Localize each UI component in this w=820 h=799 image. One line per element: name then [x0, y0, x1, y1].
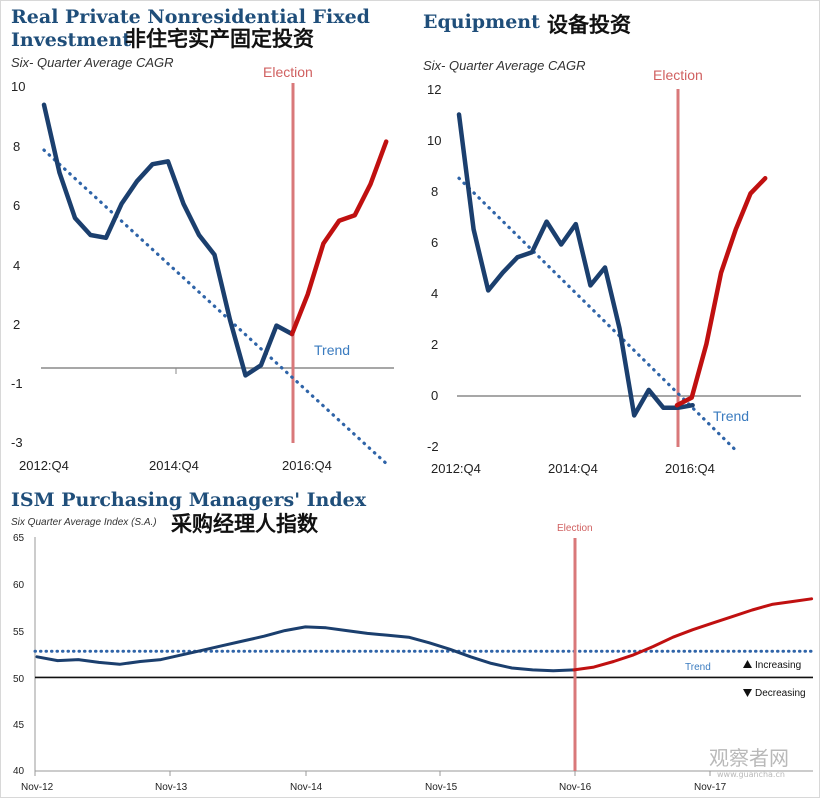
equip-xtick: 2014:Q4 — [548, 461, 598, 476]
equip-xtick: 2012:Q4 — [431, 461, 481, 476]
nonres-ytick: 10 — [11, 79, 25, 94]
equip-title-cn: 设备投资 — [547, 13, 631, 37]
watermark-cn: 观察者网 — [709, 746, 789, 770]
equip-ytick: 0 — [431, 388, 438, 403]
equip-title: Equipment — [423, 11, 540, 33]
ism-legend-increasing: Increasing — [755, 660, 801, 671]
equip-ytick: 12 — [427, 82, 441, 97]
chart-equipment: Equipment 设备投资 Six- Quarter Average CAGR… — [423, 11, 801, 476]
equip-ytick: 6 — [431, 235, 438, 250]
ism-legend-decreasing: Decreasing — [755, 688, 806, 699]
equip-trend-label: Trend — [713, 408, 749, 424]
ism-ytick: 45 — [13, 720, 25, 731]
equip-ytick: 2 — [431, 337, 438, 352]
equip-ytick: 8 — [431, 184, 438, 199]
equip-trend-line — [457, 176, 736, 451]
nonres-ytick: 4 — [13, 258, 20, 273]
nonres-ytick: 6 — [13, 198, 20, 213]
equip-subtitle: Six- Quarter Average CAGR — [423, 58, 586, 73]
nonres-actual-line — [41, 102, 295, 378]
ism-trend-label: Trend — [685, 662, 711, 673]
nonres-title-line1: Real Private Nonresidential Fixed — [11, 6, 370, 28]
watermark: 观察者网 www.guancha.cn — [709, 746, 789, 779]
nonres-ytick: -1 — [11, 376, 23, 391]
triangle-up-icon — [743, 660, 752, 668]
equip-xtick: 2016:Q4 — [665, 461, 715, 476]
ism-title: ISM Purchasing Managers' Index — [11, 489, 367, 511]
ism-xtick: Nov-12 — [21, 782, 54, 793]
nonres-ytick: 2 — [13, 317, 20, 332]
ism-xtick: Nov-13 — [155, 782, 188, 793]
nonres-title-cn: 非住宅实产固定投资 — [125, 27, 314, 51]
nonres-ytick: 8 — [13, 139, 20, 154]
ism-ytick: 40 — [13, 766, 25, 777]
watermark-url: www.guancha.cn — [717, 770, 785, 779]
nonres-post-election-line — [289, 139, 389, 337]
ism-title-cn: 采购经理人指数 — [171, 512, 319, 536]
equip-ytick: 4 — [431, 286, 438, 301]
nonres-ytick: -3 — [11, 435, 23, 450]
nonres-trend-label: Trend — [314, 342, 350, 358]
nonres-xtick: 2012:Q4 — [19, 458, 69, 473]
nonres-title-line2: Investment — [11, 29, 131, 51]
nonres-xtick: 2014:Q4 — [149, 458, 199, 473]
ism-ytick: 60 — [13, 580, 25, 591]
ism-subtitle: Six Quarter Average Index (S.A.) — [11, 517, 157, 528]
ism-ytick: 50 — [13, 674, 25, 685]
chart-nonres: Real Private Nonresidential Fixed Invest… — [11, 6, 394, 473]
ism-ytick: 65 — [13, 533, 25, 544]
equip-post-election-line — [674, 176, 768, 408]
triangle-down-icon — [743, 689, 752, 697]
equip-ytick: 10 — [427, 133, 441, 148]
nonres-xtick: 2016:Q4 — [282, 458, 332, 473]
nonres-trend-line — [42, 148, 389, 466]
equip-election-label: Election — [653, 67, 703, 83]
ism-xtick: Nov-14 — [290, 782, 323, 793]
nonres-election-label: Election — [263, 64, 313, 80]
ism-xtick: Nov-17 — [694, 782, 727, 793]
ism-post-election-line — [572, 597, 814, 672]
ism-election-label: Election — [557, 523, 593, 534]
ism-actual-line — [35, 625, 576, 673]
chart-ism: ISM Purchasing Managers' Index Six Quart… — [11, 489, 815, 793]
equip-actual-line — [456, 112, 695, 418]
ism-xtick: Nov-16 — [559, 782, 592, 793]
ism-xtick: Nov-15 — [425, 782, 458, 793]
equip-ytick: -2 — [427, 439, 439, 454]
ism-ytick: 55 — [13, 627, 25, 638]
nonres-subtitle: Six- Quarter Average CAGR — [11, 55, 174, 70]
